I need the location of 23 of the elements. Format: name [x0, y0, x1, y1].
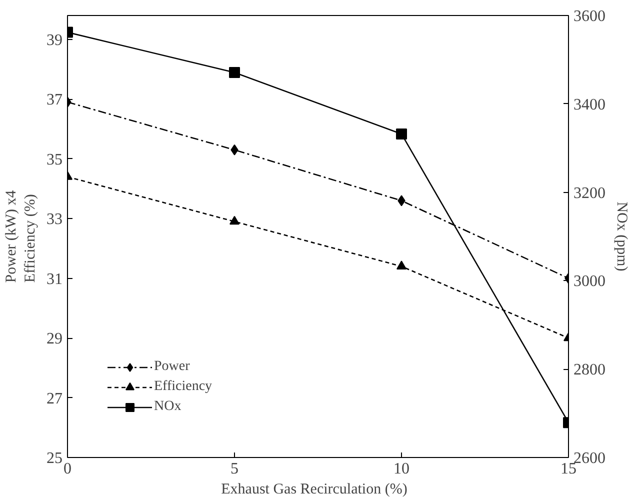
y-tick-label: 31	[46, 270, 62, 288]
y-tick-label: 39	[46, 32, 62, 49]
y2-tick-label: 3600	[574, 8, 606, 25]
legend-label: NOx	[154, 399, 182, 415]
y-tick-label: 27	[46, 390, 62, 408]
x-tick-label: 10	[394, 460, 410, 478]
y-axis-title: Power (kW) x4 Efficiency (%)	[3, 190, 38, 283]
y2-tick-label: 2800	[574, 362, 606, 379]
legend-label: Power	[154, 359, 190, 375]
y-tick-label: 37	[46, 92, 62, 109]
y-tick-label: 25	[46, 450, 62, 467]
y-tick-label: 33	[46, 211, 62, 228]
x-axis-title: Exhaust Gas Recirculation (%)	[221, 482, 408, 498]
y2-axis-title: NOx (ppm)	[614, 202, 630, 272]
x-tick-label: 5	[230, 460, 238, 478]
y-tick-label: 35	[46, 151, 62, 168]
y2-tick-label: 3200	[574, 184, 606, 202]
y-tick-label: 29	[46, 330, 62, 348]
y2-tick-label: 3400	[574, 96, 606, 114]
legend-label: Efficiency	[154, 379, 212, 395]
x-tick-label: 0	[64, 460, 72, 478]
y2-tick-label: 3000	[574, 273, 606, 290]
y2-tick-label: 2600	[574, 450, 606, 467]
